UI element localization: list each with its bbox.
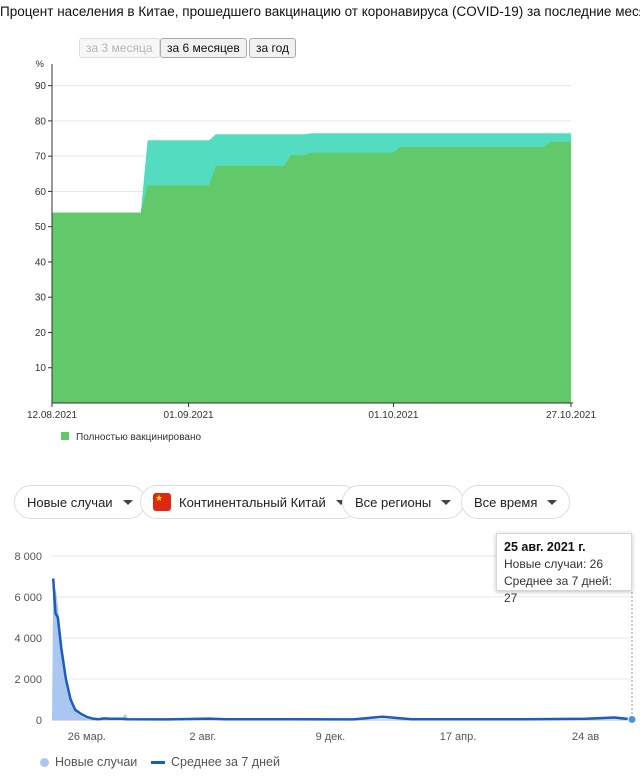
x-tick-label: 24 ав — [572, 731, 599, 743]
cases-tooltip: 25 авг. 2021 г. Новые случаи: 26 Среднее… — [496, 533, 632, 605]
x-tick-label: 01.10.2021 — [368, 410, 418, 421]
tooltip-new-cases: Новые случаи: 26 — [504, 557, 603, 571]
y-tick-label: 70 — [35, 152, 47, 163]
series-average-line — [51, 578, 633, 721]
y-tick-label: 40 — [35, 257, 47, 268]
metric-dropdown[interactable]: Новые случаи — [14, 485, 146, 519]
region-dropdown-label: Континентальный Китай — [179, 494, 326, 510]
y-tick-label: 0 — [36, 715, 42, 727]
x-tick-label: 12.08.2021 — [27, 410, 77, 421]
y-tick-label: 60 — [35, 187, 47, 198]
legend-swatch-fully — [61, 432, 69, 440]
chevron-down-icon — [122, 499, 133, 505]
circle-icon — [40, 757, 49, 767]
range-1-year-button[interactable]: за год — [249, 38, 297, 58]
legend-new-cases-label: Новые случаи — [55, 755, 138, 769]
vaccination-area-chart: % 10 20 30 40 50 60 70 80 90 12.08.2021 01.09.2021 0… — [27, 59, 596, 443]
subregion-dropdown[interactable]: Все регионы — [342, 485, 465, 519]
page-title: Процент населения в Китае, прошедшего ва… — [0, 4, 640, 19]
range-3-months-button[interactable]: за 3 месяца — [79, 38, 160, 58]
china-flag-icon — [153, 493, 171, 511]
y-tick-label: 30 — [35, 293, 47, 304]
y-tick-label: 20 — [35, 328, 47, 339]
region-dropdown[interactable]: Континентальный Китай — [140, 485, 359, 519]
legend-average[interactable]: Среднее за 7 дней — [151, 755, 280, 769]
chevron-down-icon — [441, 499, 452, 505]
time-range-dropdown[interactable]: Все время — [461, 485, 571, 519]
y-tick-label: 90 — [35, 81, 47, 92]
tooltip-average: Среднее за 7 дней: 27 — [504, 574, 612, 605]
range-6-months-button[interactable]: за 6 месяцев — [160, 38, 247, 58]
legend-average-label: Среднее за 7 дней — [171, 755, 280, 769]
y-tick-label: 10 — [35, 363, 47, 374]
series-fully-vaccinated-area — [52, 141, 571, 403]
legend-new-cases[interactable]: Новые случаи — [40, 755, 137, 769]
hover-point — [627, 714, 637, 724]
subregion-dropdown-label: Все регионы — [355, 494, 432, 510]
x-tick-label: 01.09.2021 — [164, 410, 214, 421]
x-tick-label: 9 дек. — [316, 731, 346, 743]
metric-dropdown-label: Новые случаи — [27, 494, 113, 510]
chevron-down-icon — [547, 499, 558, 505]
y-tick-label: 50 — [35, 222, 47, 233]
tooltip-date: 25 авг. 2021 г. — [504, 540, 586, 554]
y-tick-label: 80 — [35, 116, 47, 127]
y-tick-label: 8 000 — [14, 551, 42, 563]
y-tick-label: 4 000 — [14, 633, 42, 645]
time-range-dropdown-label: Все время — [474, 494, 538, 510]
y-axis-unit: % — [36, 59, 45, 70]
chevron-down-icon — [335, 499, 346, 505]
x-tick-label: 26 мар. — [68, 731, 106, 743]
y-tick-label: 6 000 — [14, 592, 42, 604]
x-tick-label: 17 апр. — [440, 731, 477, 743]
line-icon — [151, 760, 165, 764]
x-tick-label: 2 авг. — [189, 731, 216, 743]
x-tick-label: 27.10.2021 — [546, 410, 596, 421]
legend-label-fully: Полностью вакцинировано — [76, 432, 201, 443]
y-tick-label: 2 000 — [14, 674, 42, 686]
